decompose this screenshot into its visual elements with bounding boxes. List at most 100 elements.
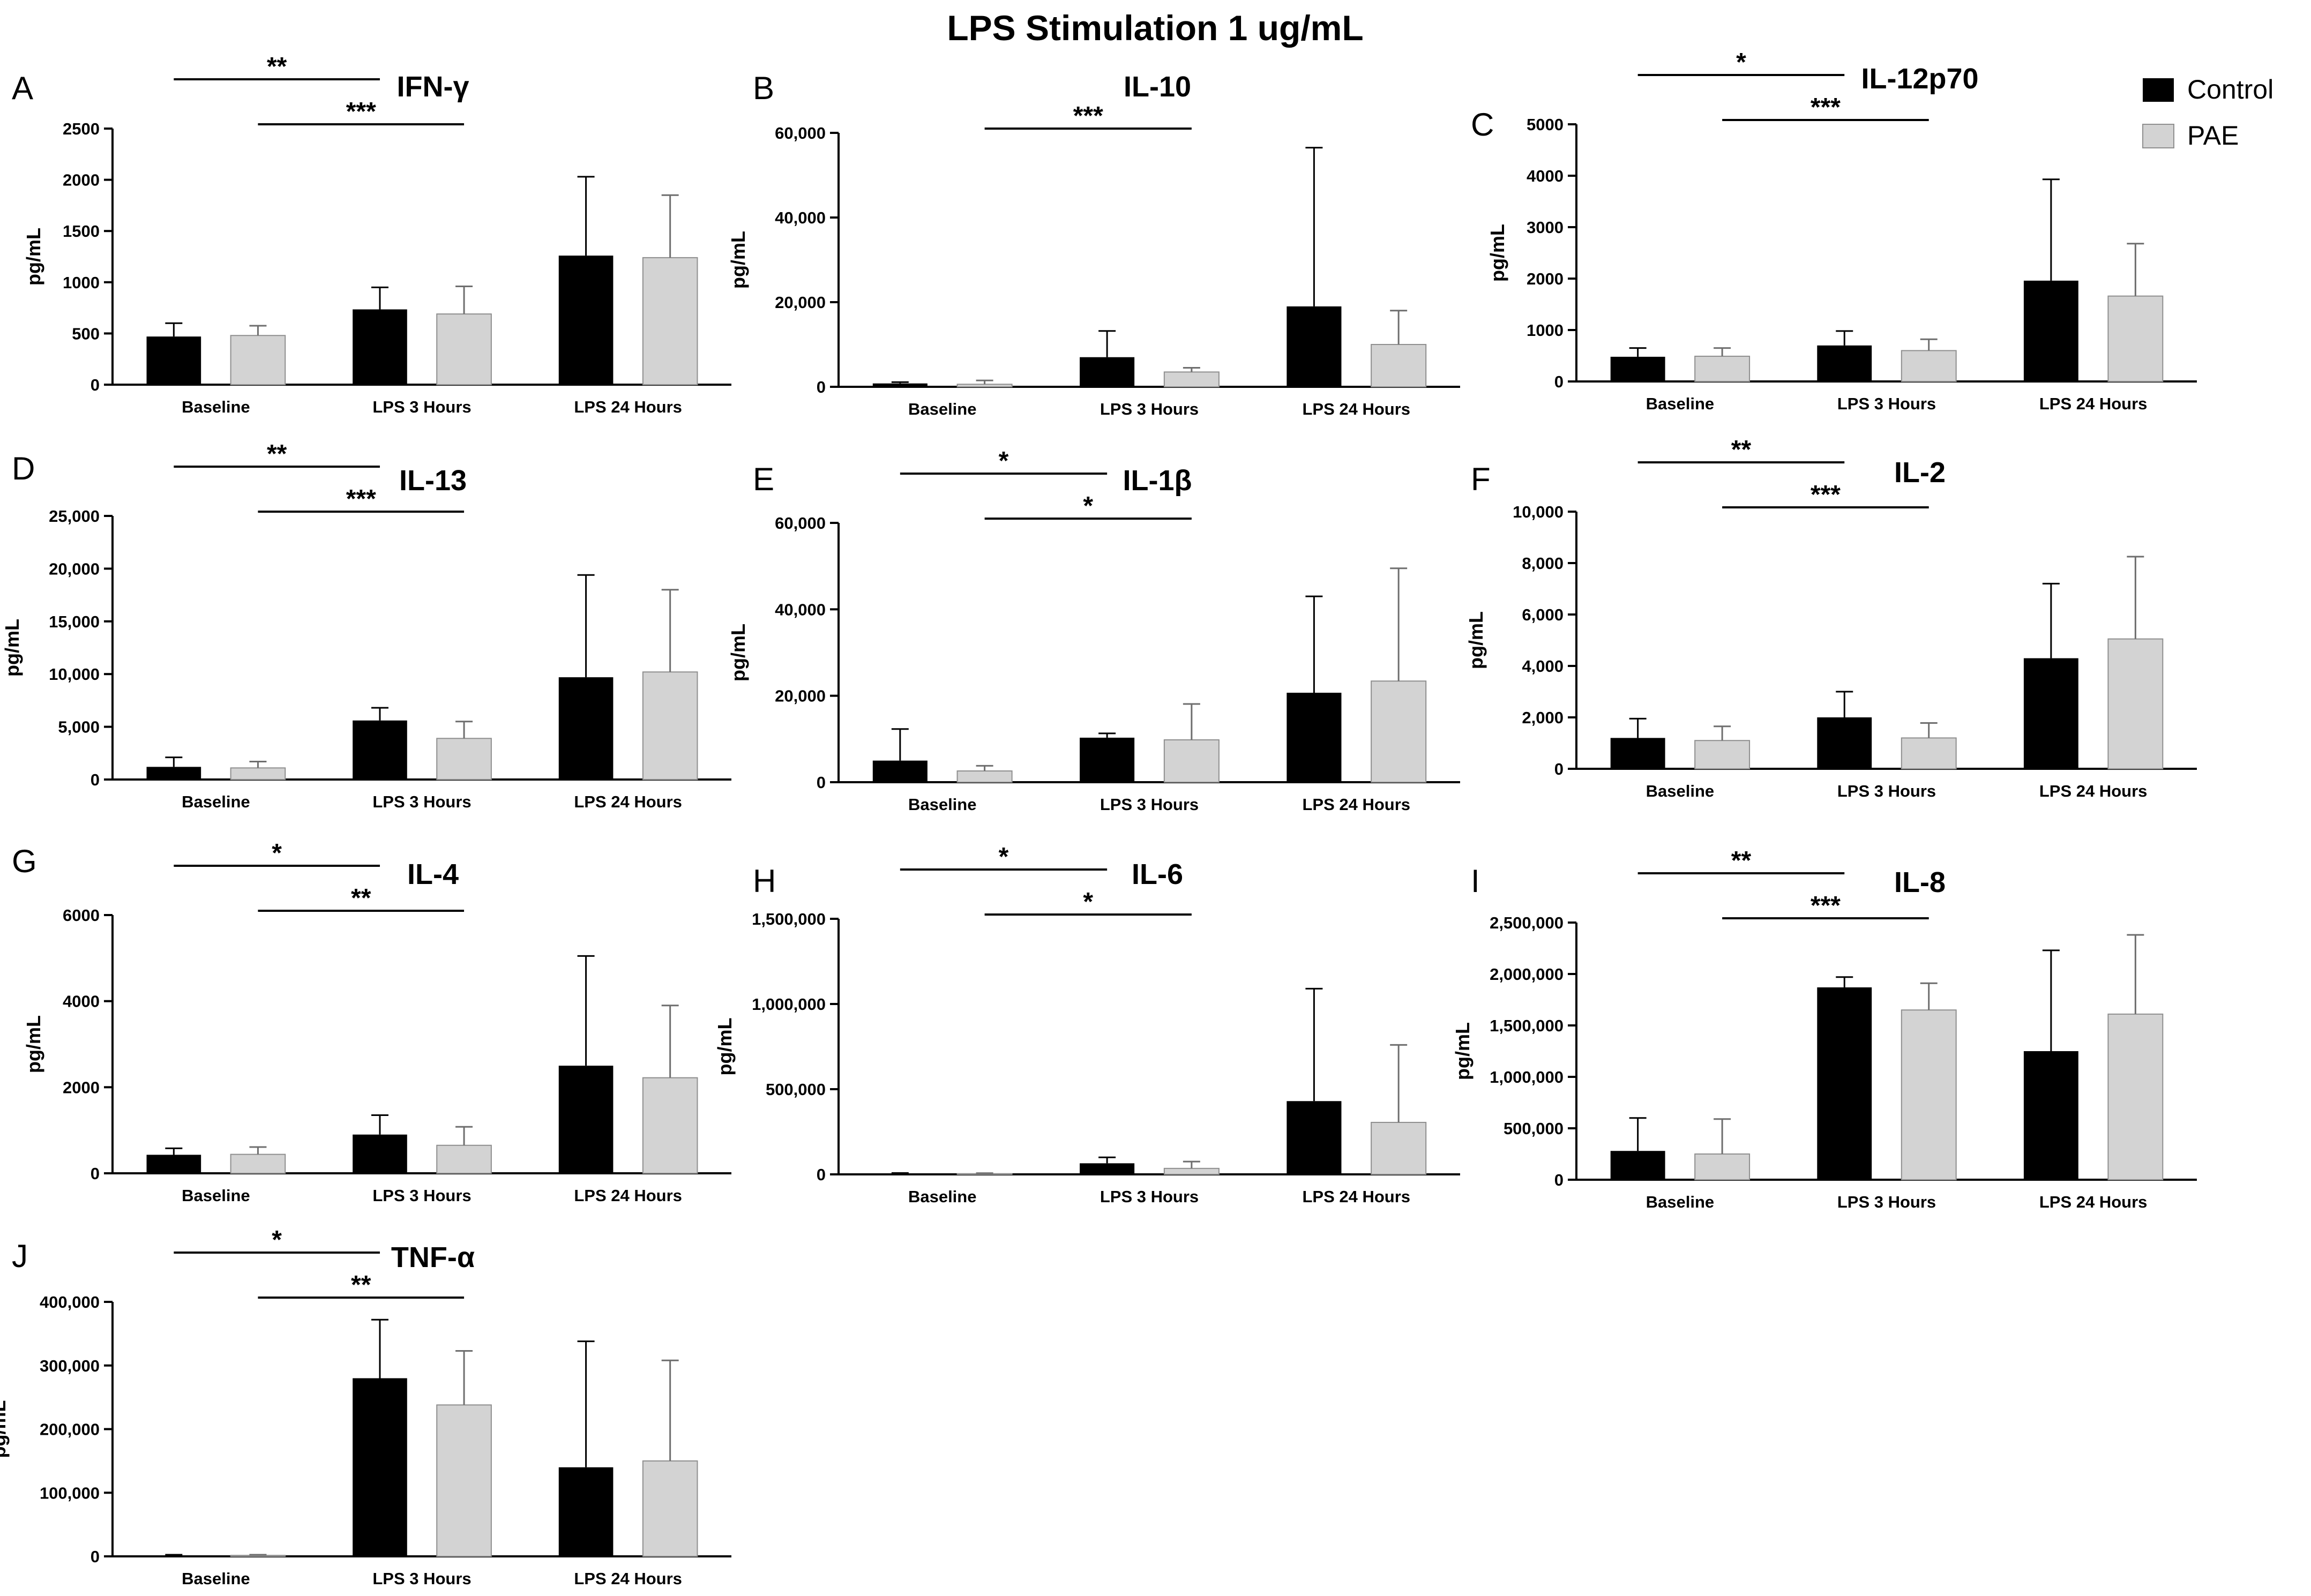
y-tick-label: 20,000	[775, 687, 826, 706]
y-tick-label: 4000	[1527, 167, 1564, 185]
y-tick-label: 0	[1554, 760, 1564, 778]
panel-title: IL-10	[1124, 71, 1191, 103]
significance-label: **	[1731, 846, 1752, 875]
bar-pae-2	[1371, 1122, 1427, 1175]
y-tick-label: 2,000,000	[1490, 965, 1564, 984]
bar-pae-2	[1371, 680, 1427, 783]
y-tick-label: 5000	[1527, 115, 1564, 134]
bar-pae-1	[1163, 739, 1220, 783]
x-tick-label: LPS 24 Hours	[2039, 1193, 2148, 1211]
bar-control-2	[2023, 280, 2078, 381]
panel-a: A IFN-γ 0 500 1000 1500 2000 2500 pg/mL Baseline L…	[12, 53, 731, 416]
bar-pae-0	[956, 384, 1013, 388]
x-tick-label: Baseline	[182, 1186, 250, 1205]
bar-control-0	[872, 760, 928, 782]
x-tick-label: Baseline	[908, 1187, 977, 1206]
x-tick-label: LPS 3 Hours	[1100, 1187, 1199, 1206]
panel-letter: C	[1471, 107, 1494, 143]
bar-control-0	[1610, 1151, 1665, 1180]
x-tick-label: LPS 24 Hours	[574, 398, 682, 416]
bar-control-0	[1610, 356, 1665, 381]
bar-control-2	[1287, 693, 1342, 782]
bar-control-1	[1817, 345, 1872, 381]
x-tick-label: Baseline	[1646, 394, 1715, 413]
bar-control-1	[1080, 737, 1135, 782]
panel-letter: J	[12, 1238, 28, 1274]
bar-control-1	[353, 1134, 407, 1173]
panel-letter: D	[12, 451, 35, 486]
x-tick-label: LPS 24 Hours	[1302, 400, 1410, 418]
x-tick-label: LPS 3 Hours	[1837, 394, 1936, 413]
bar-pae-0	[230, 1153, 286, 1174]
bar-pae-1	[436, 313, 492, 386]
bar-control-0	[872, 1173, 928, 1174]
y-tick-label: 2,000	[1522, 708, 1564, 727]
y-axis-label: pg/mL	[1452, 1022, 1474, 1080]
y-tick-label: 40,000	[775, 600, 826, 619]
bar-pae-1	[1901, 737, 1957, 770]
y-tick-label: 2,500,000	[1490, 913, 1564, 932]
y-axis-label: pg/mL	[23, 228, 44, 286]
panel-i: I IL-8 0 500,000 1,000,000 1,500,000 2,000,000…	[1452, 846, 2197, 1211]
y-tick-label: 1,000,000	[1490, 1068, 1564, 1087]
bar-control-1	[353, 309, 407, 385]
x-tick-label: LPS 24 Hours	[2039, 782, 2148, 800]
x-tick-label: LPS 3 Hours	[372, 792, 471, 811]
bar-pae-2	[2107, 295, 2164, 383]
y-tick-label: 500,000	[766, 1080, 826, 1099]
y-tick-label: 20,000	[775, 293, 826, 312]
y-tick-label: 2000	[1527, 269, 1564, 288]
y-axis-label: pg/mL	[23, 1015, 44, 1073]
bar-pae-1	[436, 1404, 492, 1557]
y-tick-label: 0	[1554, 372, 1564, 391]
bar-pae-0	[1694, 1153, 1751, 1180]
x-tick-label: LPS 24 Hours	[1302, 1187, 1410, 1206]
bar-control-1	[1080, 357, 1135, 387]
bar-control-2	[1287, 1101, 1342, 1174]
y-tick-label: 0	[817, 773, 826, 792]
panel-c: C IL-12p70 0 1000 2000 3000 4000 5000 pg/mL Basel…	[1471, 48, 2197, 413]
y-axis-label: pg/mL	[1465, 611, 1487, 669]
bar-control-2	[558, 677, 614, 780]
y-tick-label: 1,000,000	[752, 995, 826, 1014]
y-tick-label: 1000	[63, 273, 100, 292]
y-tick-label: 25,000	[49, 507, 100, 526]
panel-g: G IL-4 0 2000 4000 6000 pg/mL Baseline LPS 3 Hou…	[12, 839, 731, 1205]
y-axis-label: pg/mL	[727, 624, 749, 681]
significance-label: **	[351, 1271, 371, 1299]
bar-control-2	[558, 256, 614, 385]
x-tick-label: LPS 24 Hours	[574, 1186, 682, 1205]
y-tick-label: 0	[91, 376, 100, 394]
y-tick-label: 4000	[63, 992, 100, 1011]
significance-label: ***	[1073, 102, 1103, 130]
bar-pae-0	[230, 767, 286, 781]
legend-swatch-pae	[2142, 124, 2174, 148]
panel-letter: H	[753, 863, 776, 899]
bar-pae-0	[230, 335, 286, 385]
y-tick-label: 0	[817, 378, 826, 396]
y-tick-label: 100,000	[40, 1483, 100, 1502]
bar-control-2	[2023, 658, 2078, 769]
y-tick-label: 3000	[1527, 218, 1564, 237]
bar-pae-1	[436, 1144, 492, 1174]
bar-control-1	[353, 1378, 407, 1556]
bar-pae-0	[1694, 740, 1751, 769]
bar-control-0	[146, 767, 201, 780]
significance-label: *	[272, 1226, 282, 1254]
panel-letter: A	[12, 70, 33, 106]
y-axis-label: pg/mL	[1, 619, 23, 677]
bar-pae-2	[2107, 1013, 2164, 1180]
bar-control-2	[558, 1467, 614, 1556]
y-tick-label: 0	[91, 770, 100, 789]
panel-title: IL-4	[407, 858, 459, 890]
x-tick-label: LPS 3 Hours	[372, 1186, 471, 1205]
significance-label: **	[1731, 436, 1752, 464]
panel-letter: G	[12, 843, 37, 879]
y-tick-label: 0	[817, 1165, 826, 1184]
bar-pae-1	[1901, 1009, 1957, 1180]
bar-pae-1	[436, 738, 492, 781]
bar-pae-2	[642, 1077, 698, 1174]
panel-title: IFN-γ	[397, 71, 469, 103]
